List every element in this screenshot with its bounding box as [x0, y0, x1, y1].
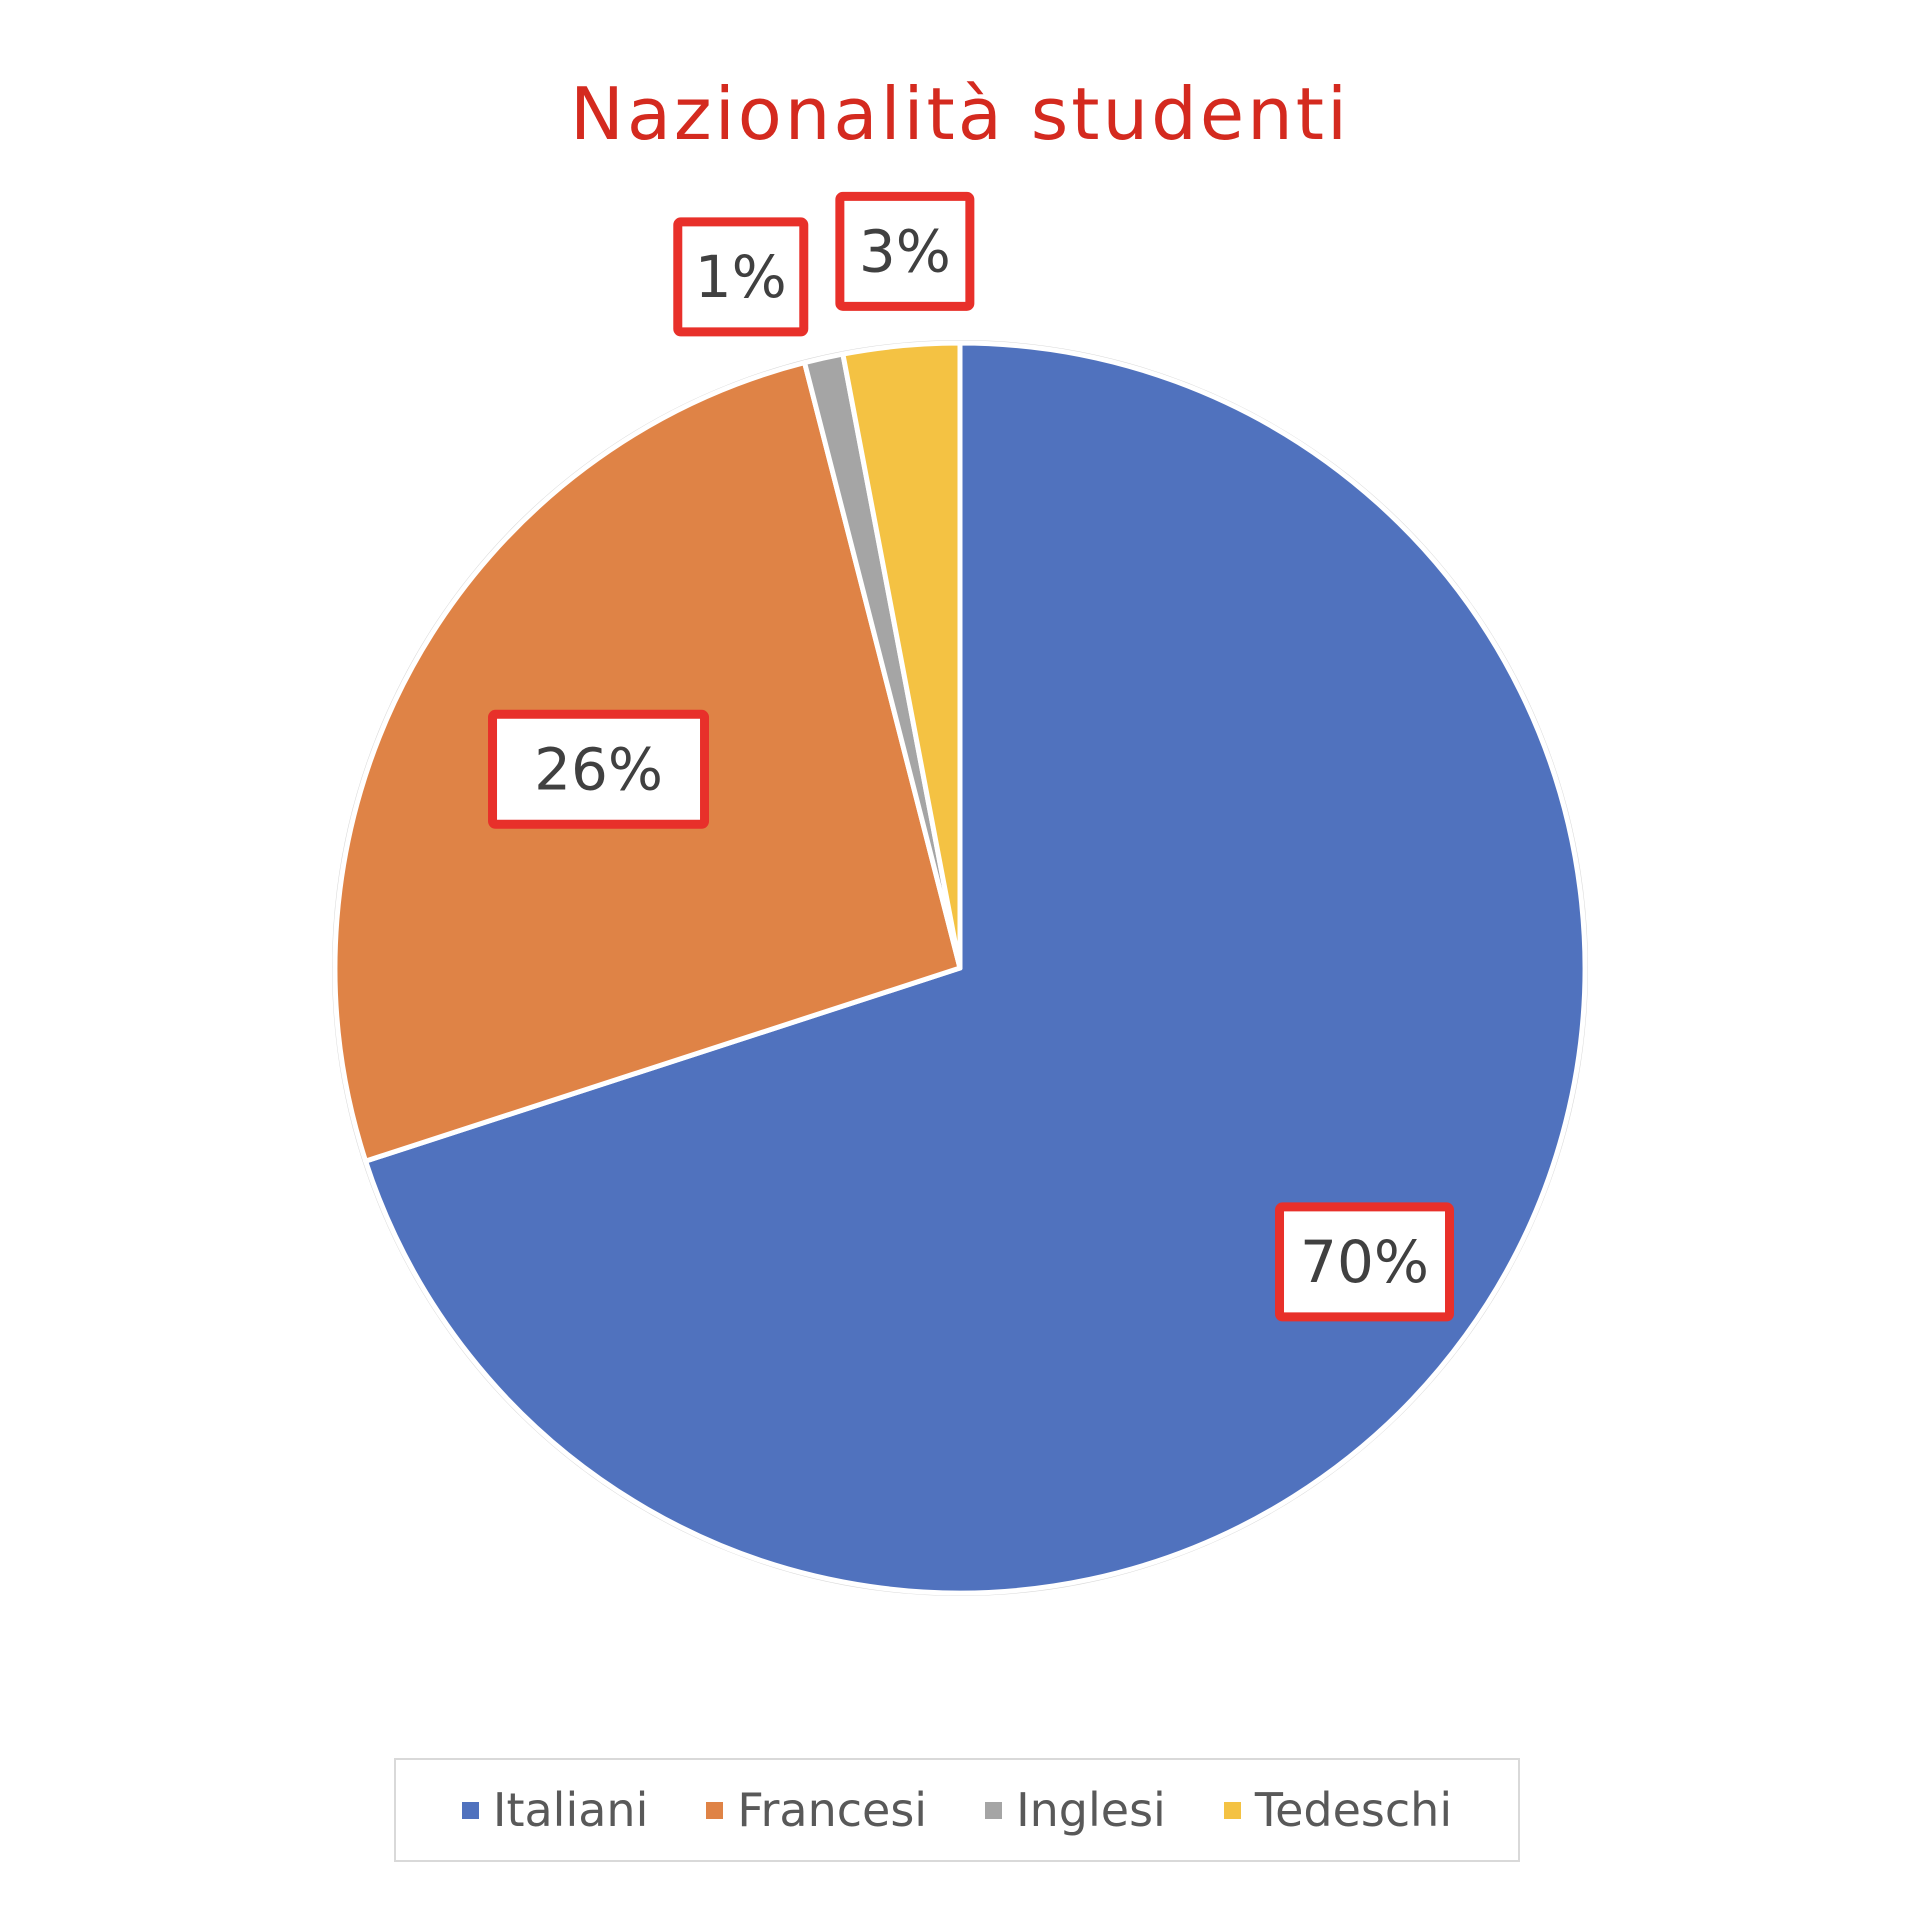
legend-swatch: [985, 1801, 1003, 1819]
legend-item-francesi: Francesi: [706, 1783, 927, 1837]
data-label-italiani: 70%: [1275, 1202, 1455, 1322]
data-label-inglesi: 1%: [673, 217, 809, 337]
legend-swatch: [1223, 1801, 1241, 1819]
legend-label: Tedeschi: [1254, 1783, 1453, 1837]
pie-data-labels: 70% 26% 1% 3%: [488, 191, 1455, 1322]
pie-slice-tedeschi: [840, 340, 963, 971]
data-label-text: 3%: [859, 217, 951, 285]
data-label-box: [673, 217, 809, 337]
chart-legend: Italiani Francesi Inglesi Tedeschi: [394, 1758, 1520, 1862]
pie-slices: [332, 340, 1588, 1596]
data-label-tedeschi: 3%: [835, 191, 975, 311]
data-label-text: 26%: [534, 735, 663, 803]
data-label-box: [835, 191, 975, 311]
legend-item-italiani: Italiani: [461, 1783, 649, 1837]
legend-label: Francesi: [737, 1783, 928, 1837]
data-label-text: 70%: [1300, 1228, 1429, 1296]
legend-swatch: [706, 1801, 724, 1819]
data-label-box: [488, 709, 710, 829]
legend-item-tedeschi: Tedeschi: [1223, 1783, 1453, 1837]
data-label-francesi: 26%: [488, 709, 710, 829]
legend-item-inglesi: Inglesi: [985, 1783, 1166, 1837]
data-label-box: [1275, 1202, 1455, 1322]
chart-title: Nazionalità studenti: [569, 72, 1351, 156]
legend-swatch: [461, 1801, 479, 1819]
legend-label: Inglesi: [1016, 1783, 1166, 1837]
data-label-text: 1%: [695, 243, 787, 311]
legend-label: Italiani: [492, 1783, 649, 1837]
